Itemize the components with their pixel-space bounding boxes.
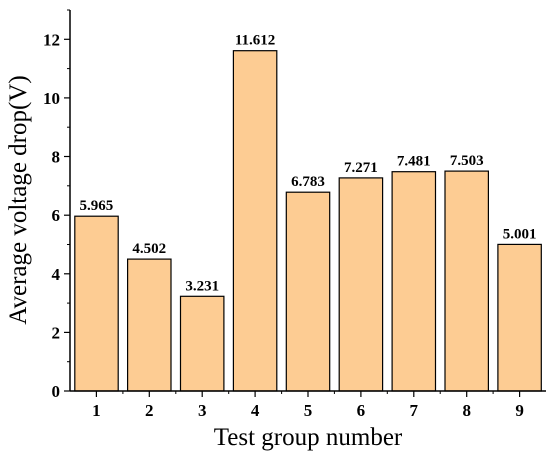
x-tick-label-6: 6	[357, 401, 366, 420]
y-tick-label-4: 4	[52, 265, 61, 284]
x-tick-label-5: 5	[304, 401, 313, 420]
bar-7	[391, 171, 437, 392]
data-label-4: 11.612	[235, 33, 275, 49]
x-tick-label-1: 1	[92, 401, 101, 420]
x-tick-label-8: 8	[462, 401, 471, 420]
x-tick-label-9: 9	[515, 401, 524, 420]
data-label-6: 7.271	[344, 160, 378, 176]
bar-3	[179, 295, 225, 392]
x-ticks-group: 1 2 3 4 5 6 7 8 9	[92, 391, 524, 420]
y-tick-label-10: 10	[43, 89, 60, 108]
data-label-9: 5.001	[503, 226, 537, 242]
data-label-7: 7.481	[397, 154, 431, 170]
data-labels-group: 5.965 4.502 3.231 11.612 6.783 7.271 7.481 7.50…	[80, 33, 537, 295]
y-tick-label-6: 6	[52, 206, 61, 225]
bar-9	[497, 243, 542, 392]
bars-group	[74, 50, 542, 392]
bar-4	[232, 50, 278, 392]
x-tick-label-4: 4	[251, 401, 260, 420]
y-axis-label: Average voltage drop(V)	[5, 75, 32, 324]
y-tick-label-2: 2	[52, 323, 61, 342]
y-ticks-group: 0 2 4 6 8 10 12	[43, 9, 70, 401]
x-tick-label-3: 3	[198, 401, 207, 420]
data-label-3: 3.231	[185, 278, 219, 294]
bar-8	[444, 170, 490, 392]
bar-6	[338, 177, 384, 392]
data-label-5: 6.783	[291, 174, 325, 190]
data-label-1: 5.965	[80, 198, 114, 214]
y-tick-label-0: 0	[52, 382, 61, 401]
x-tick-label-2: 2	[145, 401, 154, 420]
bar-5	[285, 191, 331, 392]
data-label-8: 7.503	[450, 153, 484, 169]
y-tick-label-8: 8	[52, 148, 61, 167]
bar-1	[74, 215, 119, 392]
y-tick-label-12: 12	[43, 30, 60, 49]
x-axis-label: Test group number	[214, 424, 403, 451]
data-label-2: 4.502	[132, 241, 166, 257]
bar-2	[126, 258, 172, 392]
x-tick-label-7: 7	[410, 401, 419, 420]
